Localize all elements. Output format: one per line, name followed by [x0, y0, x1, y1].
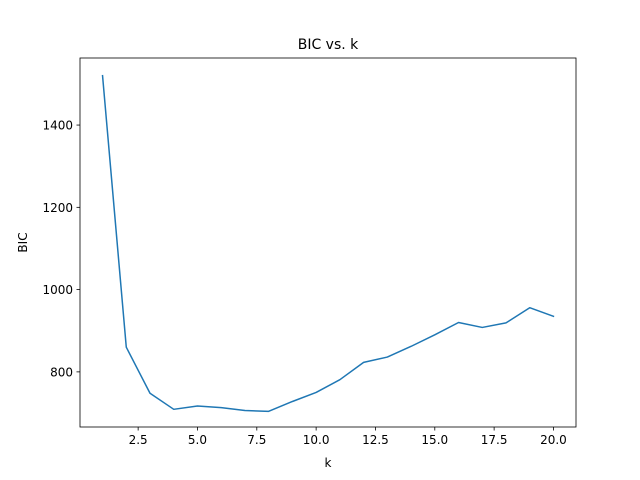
- y-axis-label: BIC: [16, 232, 30, 252]
- plot-area: [101, 74, 555, 413]
- series-line-0: [101, 74, 555, 413]
- x-tick-label: 15.0: [421, 433, 448, 447]
- y-tick-label: 800: [50, 365, 73, 379]
- x-axis-ticks: 2.5 5.0 7.5 10.0 12.5 15.0 17.5 20.0: [129, 427, 567, 447]
- x-tick-label: 5.0: [188, 433, 207, 447]
- x-axis-label: k: [325, 456, 332, 470]
- y-axis-ticks: 800 1000 1200 1400: [42, 119, 80, 379]
- y-tick-label: 1200: [42, 201, 73, 215]
- y-tick-label: 1400: [42, 119, 73, 133]
- chart-title: BIC vs. k: [298, 37, 359, 53]
- x-tick-label: 7.5: [247, 433, 266, 447]
- x-tick-label: 10.0: [303, 433, 330, 447]
- axes-frame: [79, 57, 577, 428]
- x-tick-label: 20.0: [540, 433, 567, 447]
- x-tick-label: 2.5: [129, 433, 148, 447]
- x-tick-label: 12.5: [362, 433, 389, 447]
- x-tick-label: 17.5: [481, 433, 508, 447]
- y-tick-label: 1000: [42, 283, 73, 297]
